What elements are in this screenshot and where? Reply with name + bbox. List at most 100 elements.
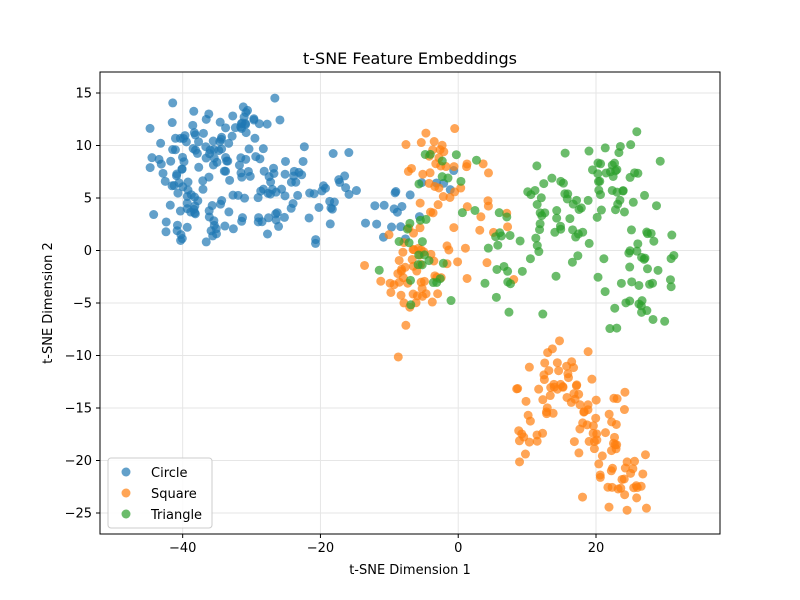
legend-label-circle: Circle	[151, 466, 188, 481]
point-square	[398, 247, 408, 257]
point-circle	[204, 109, 214, 119]
point-circle	[344, 148, 354, 158]
point-circle	[188, 120, 198, 130]
point-triangle	[595, 176, 605, 186]
point-circle	[271, 187, 281, 197]
point-circle	[249, 115, 259, 125]
point-triangle	[584, 146, 594, 156]
point-square	[438, 192, 448, 202]
point-circle	[297, 170, 307, 180]
x-tick-label: 20	[588, 541, 605, 556]
point-square	[575, 400, 585, 410]
point-triangle	[532, 161, 542, 171]
point-circle	[228, 224, 238, 234]
series-circle	[145, 93, 459, 248]
point-circle	[224, 138, 234, 148]
point-circle	[221, 153, 231, 163]
point-circle	[161, 227, 171, 237]
y-tick-label: 5	[84, 192, 92, 207]
point-square	[515, 457, 525, 467]
point-square	[604, 409, 614, 419]
point-circle	[327, 204, 337, 214]
point-circle	[280, 156, 290, 166]
point-circle	[288, 198, 298, 208]
point-circle	[219, 166, 229, 176]
point-triangle	[470, 205, 480, 215]
point-triangle	[537, 211, 547, 221]
point-square	[532, 430, 542, 440]
point-circle	[325, 219, 335, 229]
point-circle	[167, 118, 177, 128]
point-circle	[189, 128, 199, 138]
point-circle	[397, 201, 407, 211]
point-triangle	[627, 277, 637, 287]
point-circle	[280, 169, 290, 179]
point-circle	[272, 208, 282, 218]
point-triangle	[626, 140, 636, 150]
x-tick-label: −40	[169, 541, 196, 556]
point-square	[503, 222, 513, 232]
point-circle	[328, 149, 338, 159]
point-square	[569, 437, 579, 447]
point-circle	[204, 172, 214, 182]
point-circle	[160, 176, 170, 186]
point-triangle	[417, 237, 427, 247]
point-square	[554, 366, 564, 376]
point-circle	[178, 133, 188, 143]
point-circle	[172, 171, 182, 181]
point-square	[429, 137, 439, 147]
point-circle	[396, 222, 406, 232]
point-square	[600, 428, 610, 438]
point-triangle	[634, 280, 644, 290]
point-circle	[158, 168, 168, 178]
point-triangle	[565, 214, 575, 224]
point-circle	[255, 154, 265, 164]
point-square	[549, 379, 559, 389]
y-tick-label: 0	[84, 244, 92, 259]
point-square	[418, 169, 428, 179]
point-circle	[237, 172, 247, 182]
point-square	[574, 389, 584, 399]
point-triangle	[402, 224, 412, 234]
point-square	[396, 290, 406, 300]
point-square	[456, 183, 466, 193]
point-triangle	[532, 199, 542, 209]
point-triangle	[587, 165, 597, 175]
y-tick-label: −25	[65, 507, 92, 522]
y-tick-label: 10	[75, 139, 92, 154]
point-square	[632, 493, 642, 503]
point-circle	[166, 156, 176, 166]
point-square	[556, 379, 566, 389]
point-triangle	[491, 292, 501, 302]
point-square	[398, 273, 408, 283]
point-square	[532, 436, 542, 446]
point-triangle	[471, 155, 481, 165]
point-circle	[204, 206, 214, 216]
point-circle	[405, 190, 415, 200]
point-square	[519, 432, 529, 442]
point-circle	[194, 162, 204, 172]
point-circle	[177, 234, 187, 244]
point-triangle	[503, 266, 513, 276]
point-triangle	[596, 159, 606, 169]
x-tick-label: −20	[307, 541, 334, 556]
point-circle	[228, 111, 238, 121]
point-triangle	[394, 236, 404, 246]
point-triangle	[560, 148, 570, 158]
point-triangle	[653, 265, 663, 275]
point-circle	[215, 117, 225, 127]
point-triangle	[592, 212, 602, 222]
point-triangle	[625, 172, 635, 182]
point-circle	[241, 154, 251, 164]
point-square	[612, 394, 622, 404]
point-triangle	[637, 296, 647, 306]
point-triangle	[443, 173, 453, 183]
point-square	[617, 474, 627, 484]
point-circle	[291, 177, 301, 187]
point-circle	[217, 144, 227, 154]
point-square	[385, 278, 395, 288]
point-triangle	[432, 277, 442, 287]
point-triangle	[651, 201, 661, 211]
point-circle	[279, 212, 289, 222]
point-square	[449, 162, 459, 172]
